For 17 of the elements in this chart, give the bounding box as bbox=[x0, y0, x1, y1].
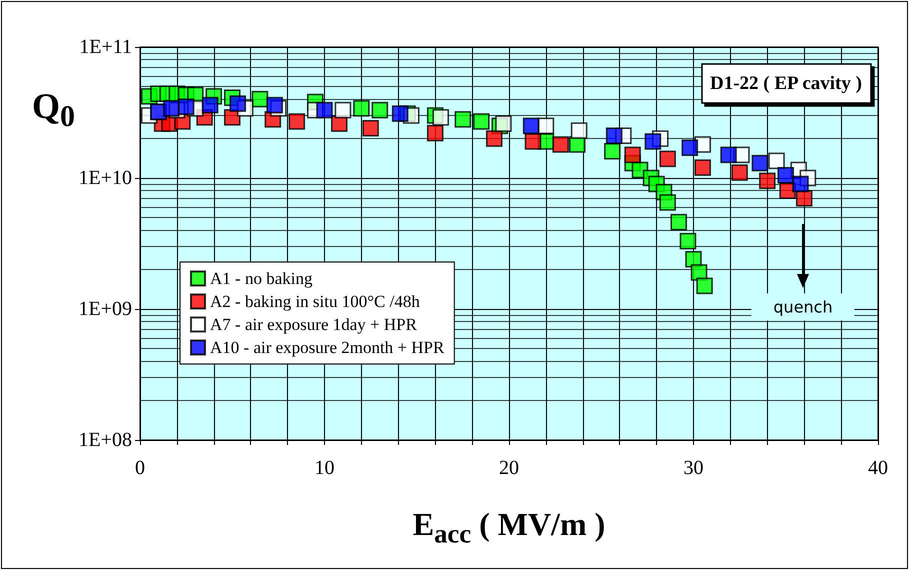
x-tick-label: 20 bbox=[499, 457, 519, 479]
text: D1-22 ( EP cavity ) bbox=[710, 73, 862, 94]
x-tick-label: 30 bbox=[684, 457, 704, 479]
x-tick-label: 10 bbox=[314, 457, 334, 479]
legend-label: A2 - baking in situ 100°C /48h bbox=[210, 292, 420, 311]
annotation: quench bbox=[751, 294, 855, 320]
x-axis-title: E$_{acc}$ ( MV/m ) bbox=[412, 506, 606, 548]
y-tick-label: 1E+10 bbox=[78, 167, 132, 189]
legend-label: A10 - air exposure 2month + HPR bbox=[210, 338, 445, 357]
y-tick-label: 1E+11 bbox=[79, 36, 132, 58]
y-tick-label: 1E+08 bbox=[78, 429, 132, 451]
legend-label: A7 - air exposure 1day + HPR bbox=[210, 315, 418, 334]
y-tick-label: 1E+09 bbox=[78, 298, 132, 320]
x-tick-label: 40 bbox=[868, 457, 888, 479]
x-tick-label: 0 bbox=[135, 457, 145, 479]
y-axis-title: Q$_{0}$ bbox=[32, 86, 76, 134]
legend-label: A1 - no baking bbox=[210, 269, 313, 288]
